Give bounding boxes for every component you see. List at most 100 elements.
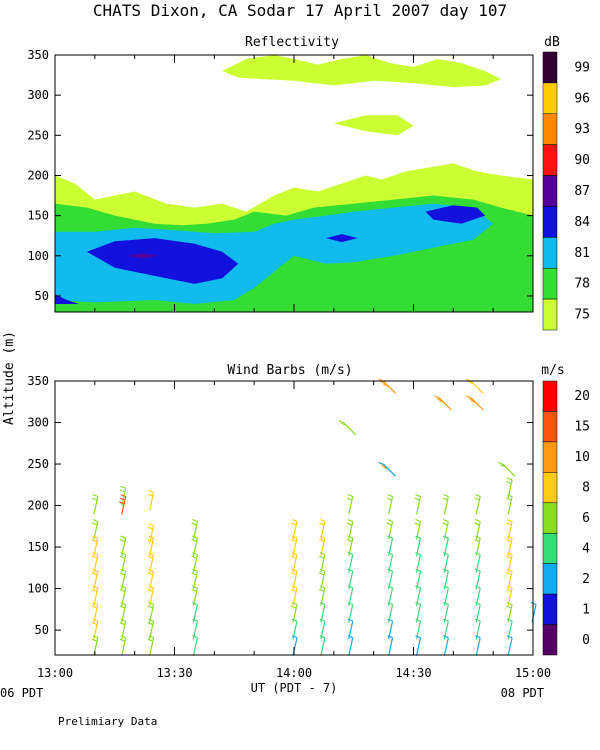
wind-colorbar-label: 10 bbox=[574, 450, 590, 465]
wind-barb-flag bbox=[120, 635, 126, 639]
wind-barb-flag bbox=[192, 585, 198, 589]
wind-barb-flag bbox=[319, 568, 326, 572]
wind-barb bbox=[475, 635, 481, 656]
wind-barb-flag bbox=[290, 555, 297, 559]
wind-barb-flag bbox=[438, 400, 445, 404]
wind-barb-flag bbox=[506, 477, 513, 481]
wind-barb-staff bbox=[149, 492, 155, 511]
wind-barb-flag bbox=[147, 493, 154, 497]
wind-barb-flag bbox=[191, 588, 197, 592]
wind-barb-flag bbox=[191, 572, 197, 576]
reflectivity-colorbar-swatch bbox=[542, 206, 558, 238]
wind-barb-flag bbox=[506, 522, 512, 526]
wind-barb-staff bbox=[320, 637, 326, 656]
wind-barb-flag bbox=[191, 539, 197, 543]
wind-barb-flag bbox=[148, 635, 154, 639]
wind-barb-flag bbox=[192, 552, 198, 556]
wind-barb-flag bbox=[119, 539, 126, 543]
wind-barb-flag bbox=[318, 539, 325, 543]
reflectivity-axes: 50 100 150 200 250 300 350 bbox=[27, 48, 534, 313]
wind-barb-flag bbox=[474, 497, 480, 501]
reflectivity-colorbar-swatch bbox=[542, 237, 558, 269]
wind-barb-flag bbox=[318, 522, 325, 526]
wind-barbs-axes: 50 100 150 200 250 300 350 bbox=[27, 374, 534, 656]
wind-barb-flag bbox=[91, 622, 98, 626]
wind-barb-flag bbox=[346, 539, 353, 543]
reflectivity-colorbar-label: 87 bbox=[574, 184, 590, 199]
wind-barb-flag bbox=[415, 601, 421, 605]
wind-ytick-label: 200 bbox=[27, 499, 49, 513]
wind-barb-flag bbox=[415, 518, 421, 522]
wind-colorbar-swatch bbox=[542, 502, 558, 534]
wind-barb-staff bbox=[475, 496, 481, 515]
wind-barb-flag bbox=[192, 535, 198, 539]
wind-barb-flag bbox=[120, 485, 126, 489]
wind-barb-staff bbox=[415, 496, 422, 515]
wind-barb bbox=[414, 494, 422, 515]
wind-barb-flag bbox=[148, 585, 154, 589]
wind-barb-staff bbox=[192, 637, 199, 656]
wind-barb-flag bbox=[475, 585, 481, 589]
wind-barb-staff bbox=[507, 637, 513, 656]
wind-barb-flag bbox=[147, 526, 154, 530]
wind-barb-flag bbox=[290, 572, 297, 576]
wind-barb bbox=[442, 494, 449, 515]
x-tick-label: 14:00 bbox=[276, 666, 312, 680]
wind-barb bbox=[434, 395, 452, 411]
wind-barb-flag bbox=[443, 635, 449, 639]
wind-barb-flag bbox=[506, 555, 512, 559]
reflectivity-colorbar-label: 84 bbox=[574, 215, 590, 230]
reflectivity-colorbar-swatch bbox=[542, 144, 558, 176]
wind-barb-flag bbox=[387, 552, 393, 556]
wind-barb-flag bbox=[120, 552, 126, 556]
wind-barb-flag bbox=[192, 518, 198, 522]
wind-barb-flag bbox=[148, 489, 154, 493]
wind-barb-flag bbox=[319, 635, 326, 639]
wind-colorbar-label: 0 bbox=[582, 633, 590, 648]
reflectivity-ytick-label: 350 bbox=[27, 48, 49, 62]
wind-barb-flag bbox=[436, 397, 442, 401]
wind-barb bbox=[147, 635, 155, 656]
wind-barb-flag bbox=[91, 522, 98, 526]
wind-barb-flag bbox=[506, 539, 512, 543]
wind-barb-flag bbox=[92, 552, 99, 556]
wind-barb-flag bbox=[443, 494, 449, 498]
wind-barb-flag bbox=[468, 397, 474, 401]
wind-colorbar-swatch bbox=[542, 380, 558, 412]
wind-barb bbox=[386, 494, 394, 515]
wind-barb-flag bbox=[415, 552, 421, 556]
wind-barb-flag bbox=[290, 539, 297, 543]
wind-barb-flag bbox=[475, 494, 481, 498]
wind-barb-flag bbox=[91, 539, 98, 543]
wind-barb-flag bbox=[91, 572, 98, 576]
reflectivity-colorbar-swatch bbox=[542, 82, 558, 115]
reflectivity-colorbar-swatch bbox=[542, 113, 558, 145]
wind-barb-flag bbox=[346, 522, 353, 526]
wind-barb-flag bbox=[475, 618, 481, 622]
wind-barb-flag bbox=[443, 585, 449, 589]
wind-barb-flag bbox=[291, 635, 298, 639]
wind-barb-flag bbox=[466, 395, 472, 399]
wind-barb bbox=[387, 635, 394, 656]
wind-barb-flag bbox=[119, 638, 126, 642]
wind-barb-flag bbox=[91, 555, 98, 559]
wind-barb-flag bbox=[319, 585, 326, 589]
wind-barb-flag bbox=[91, 638, 98, 642]
wind-barb-flag bbox=[291, 618, 298, 622]
x-tick-label: 13:30 bbox=[156, 666, 192, 680]
wind-barb-staff bbox=[475, 637, 481, 656]
wind-barb bbox=[506, 494, 513, 515]
wind-colorbar-label: 2 bbox=[582, 572, 590, 587]
wind-barb-flag bbox=[414, 522, 420, 526]
wind-barb-flag bbox=[434, 395, 440, 399]
wind-barb-staff bbox=[443, 496, 449, 515]
wind-barb-flag bbox=[506, 535, 513, 539]
wind-barbs-plot-area bbox=[91, 378, 537, 656]
reflectivity-contours bbox=[55, 55, 533, 312]
wind-barb-flag bbox=[92, 618, 99, 622]
wind-barb-flag bbox=[290, 605, 297, 609]
wind-barb-flag bbox=[387, 568, 393, 572]
wind-barb-flag bbox=[415, 568, 421, 572]
wind-barb-flag bbox=[506, 518, 513, 522]
wind-barb bbox=[378, 461, 397, 477]
